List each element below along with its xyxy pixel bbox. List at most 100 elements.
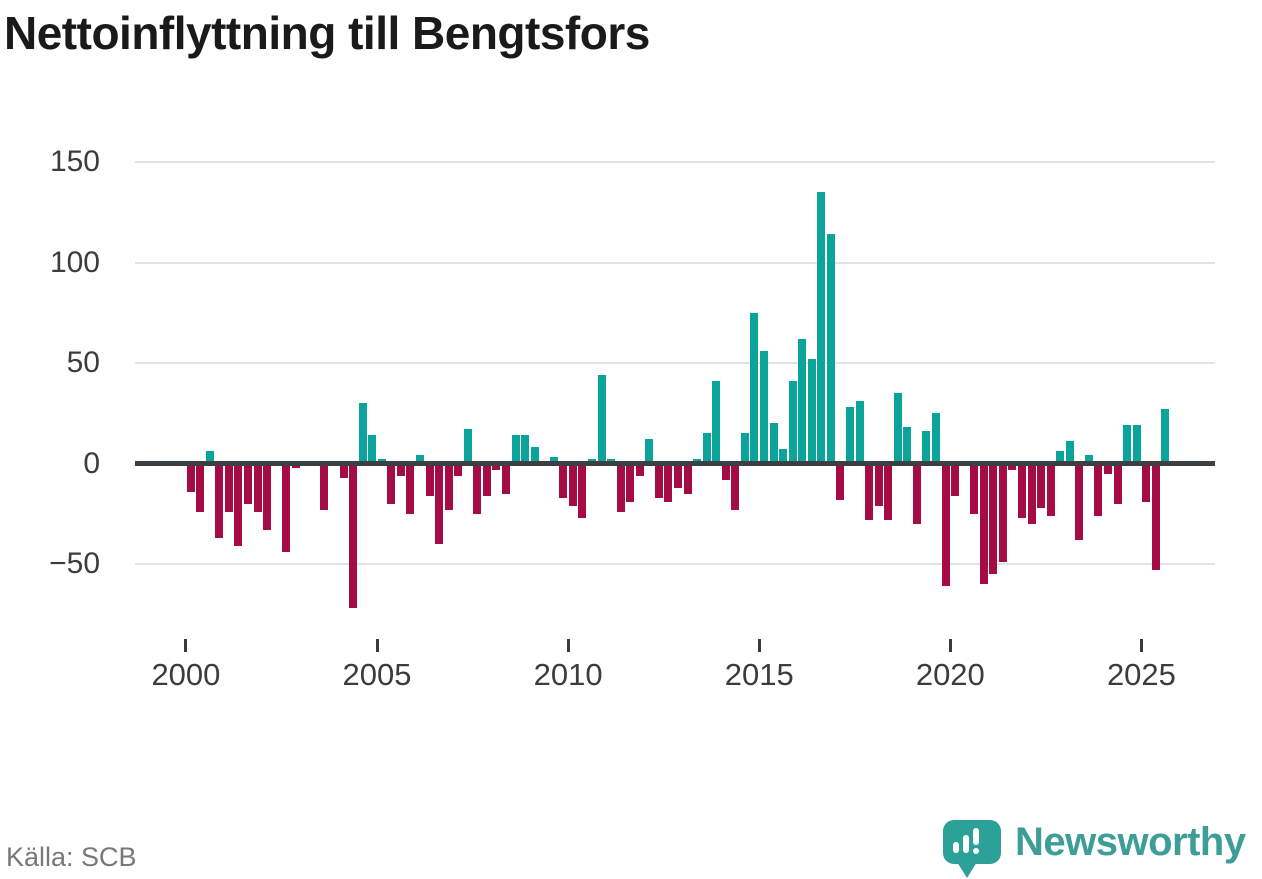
bar-q5-negative [234, 463, 243, 546]
x-tick-label-2000: 2000 [151, 657, 221, 692]
bar-q31-negative [482, 463, 491, 496]
x-tick-mark-2025 [1139, 639, 1143, 652]
bar-q79-negative [941, 463, 950, 587]
y-tick-label-50: 50 [66, 346, 100, 379]
bar-q59-positive [750, 312, 759, 464]
x-tick-label-2025: 2025 [1106, 657, 1176, 692]
x-tick-label-2015: 2015 [724, 657, 794, 692]
logo-chart-bar-small [953, 842, 959, 853]
bar-q46-negative [626, 463, 635, 502]
x-tick-mark-2015 [757, 639, 761, 652]
bar-q17-negative [349, 463, 358, 609]
bar-q38-positive [549, 457, 558, 464]
bar-q94-positive [1084, 455, 1093, 464]
bar-q26-negative [435, 463, 444, 544]
bar-q95-negative [1094, 463, 1103, 516]
bar-q21-negative [387, 463, 396, 504]
bar-q22-negative [396, 463, 405, 476]
bar-q78-positive [931, 413, 940, 464]
bar-q80-negative [951, 463, 960, 496]
bar-q63-positive [788, 381, 797, 464]
bar-q43-positive [597, 375, 606, 464]
bar-q58-positive [740, 433, 749, 464]
bar-q98-positive [1123, 425, 1132, 464]
bar-q19-positive [368, 435, 377, 464]
bar-q7-negative [253, 463, 262, 512]
bar-q73-negative [884, 463, 893, 520]
bar-q102-positive [1161, 409, 1170, 464]
bar-q68-negative [836, 463, 845, 500]
y-tick-label-150: 150 [49, 145, 100, 178]
bar-q51-negative [674, 463, 682, 488]
bar-q66-positive [817, 192, 826, 464]
logo-exclamation-dot [973, 848, 979, 854]
bar-q1-negative [196, 463, 205, 512]
bar-q47-negative [635, 463, 644, 476]
bar-q93-negative [1075, 463, 1084, 540]
gridline-y-150 [135, 161, 1215, 163]
bar-q32-negative [492, 463, 501, 470]
bar-q75-positive [903, 427, 912, 464]
bar-q33-negative [502, 463, 510, 494]
bar-q14-negative [320, 463, 329, 510]
bar-q89-negative [1037, 463, 1046, 508]
bar-q65-positive [807, 358, 816, 464]
bar-q101-negative [1151, 463, 1160, 571]
gridline-y-50 [135, 362, 1215, 364]
bar-q39-negative [559, 463, 568, 498]
bar-q90-negative [1046, 463, 1055, 516]
bar-q99-positive [1132, 425, 1141, 464]
x-tick-mark-2020 [948, 639, 952, 652]
y-tick-label-0: 0 [83, 446, 100, 480]
bar-q92-positive [1065, 441, 1074, 464]
bar-q36-positive [530, 447, 539, 464]
bar-q77-positive [922, 431, 931, 464]
bar-q35-positive [521, 435, 530, 464]
x-tick-label-2005: 2005 [342, 657, 412, 692]
bar-q71-negative [865, 463, 874, 520]
bar-q49-negative [654, 463, 663, 498]
bar-q56-negative [721, 463, 730, 480]
bar-q34-positive [511, 435, 520, 464]
source-note: Källa: SCB [6, 842, 137, 872]
chart-title: Nettoinflyttning till Bengtsfors [4, 7, 650, 59]
bar-q96-negative [1103, 463, 1112, 474]
bar-q82-negative [970, 463, 979, 514]
bar-q0-negative [186, 463, 195, 492]
x-tick-label-2010: 2010 [533, 657, 603, 692]
x-tick-mark-2005 [375, 639, 379, 652]
bar-q76-negative [912, 463, 921, 524]
bar-q41-negative [578, 463, 587, 518]
gridline-y-100 [135, 261, 1215, 264]
bar-q83-negative [979, 463, 988, 585]
bar-q62-positive [779, 449, 788, 464]
bar-q30-negative [473, 463, 482, 514]
y-tick-label-100: 100 [49, 245, 100, 279]
bar-q16-negative [339, 463, 348, 478]
bar-q84-negative [989, 463, 998, 575]
newsworthy-logo-icon [943, 820, 1001, 878]
bar-q50-negative [664, 463, 673, 502]
bar-q29-positive [463, 429, 472, 464]
newsworthy-wordmark: Newsworthy [1015, 820, 1246, 864]
bar-q40-negative [568, 463, 577, 506]
bar-q100-negative [1142, 463, 1151, 502]
bar-q57-negative [731, 463, 740, 510]
bar-q54-positive [702, 433, 711, 464]
bar-q4-negative [224, 463, 233, 512]
bar-q88-negative [1027, 463, 1036, 524]
bar-q64-positive [798, 338, 807, 464]
x-axis-zero-line [135, 461, 1215, 466]
bar-q25-negative [425, 463, 434, 496]
x-tick-mark-2010 [566, 639, 570, 652]
bar-q52-negative [683, 463, 692, 494]
bar-q24-positive [416, 455, 425, 464]
bar-q3-negative [215, 463, 224, 538]
y-tick-label--50: −50 [49, 547, 100, 580]
bar-q69-positive [845, 407, 854, 464]
bar-q2-positive [205, 451, 214, 464]
bar-q6-negative [244, 463, 253, 504]
bar-q87-negative [1017, 463, 1026, 518]
bar-q70-positive [855, 401, 864, 464]
